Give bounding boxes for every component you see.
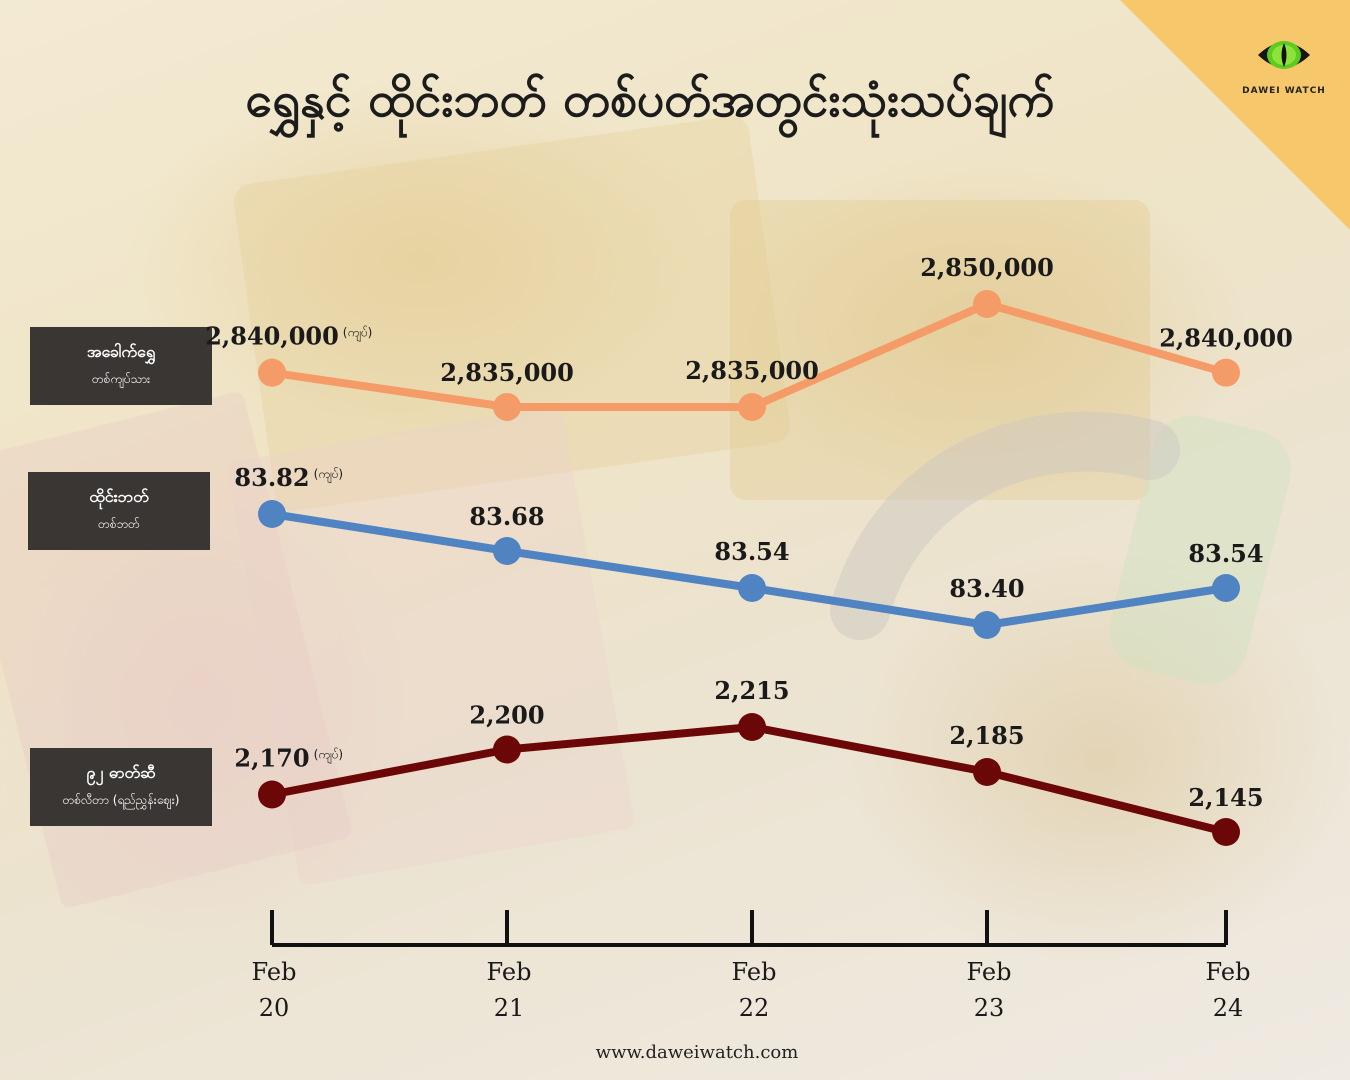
data-point-fuel <box>258 780 286 809</box>
unit-note: (ကျပ်) <box>314 747 343 765</box>
data-point-baht <box>973 611 1001 639</box>
data-label-baht: 83.54 <box>714 537 789 566</box>
x-tick-label-month: Feb <box>732 958 777 986</box>
data-label-baht: 83.68 <box>469 502 544 531</box>
legend-fuel-name: ၉၂ ဓာတ်ဆီ <box>86 763 156 782</box>
x-tick-label-day: 20 <box>259 994 290 1022</box>
cat-eye-icon <box>1258 41 1310 69</box>
data-point-fuel <box>493 735 521 764</box>
data-label-gold: 2,840,000 <box>1159 324 1293 353</box>
data-point-fuel <box>738 713 766 741</box>
x-tick-label-day: 21 <box>494 994 525 1022</box>
data-point-baht <box>738 574 766 602</box>
data-label-fuel: 2,170 <box>234 744 309 773</box>
series-line-fuel <box>271 723 1227 836</box>
x-tick-label-month: Feb <box>1206 958 1251 986</box>
legend-gold-name: အခေါက်ရွှေ <box>86 342 156 361</box>
legend-baht: ထိုင်းဘတ် တစ်ဘတ် <box>28 472 210 550</box>
logo: DAWEI WATCH <box>1238 36 1330 96</box>
data-label-gold: 2,840,000 <box>205 322 339 351</box>
data-label-baht: 83.82 <box>234 463 309 492</box>
legend-fuel-unit: တစ်လီတာ (ရည်ညွှန်းဈေး) <box>62 793 180 807</box>
x-tick-label-month: Feb <box>252 958 297 986</box>
data-point-fuel <box>973 758 1001 786</box>
x-tick-label-day: 23 <box>974 994 1005 1022</box>
data-point-gold <box>493 393 521 421</box>
page-title: ရွှေနှင့် ထိုင်းဘတ် တစ်ပတ်အတွင်းသုံးသပ်ခ… <box>245 72 1055 128</box>
data-label-baht: 83.40 <box>949 574 1024 603</box>
series-baht: 83.82 (ကျပ်) 83.68 83.54 83.40 83.54 <box>234 463 1264 639</box>
data-point-baht <box>493 537 521 565</box>
data-label-gold: 2,850,000 <box>920 253 1054 282</box>
x-tick-label-month: Feb <box>487 958 532 986</box>
legend-fuel: ၉၂ ဓာတ်ဆီ တစ်လီတာ (ရည်ညွှန်းဈေး) <box>30 748 212 826</box>
data-label-gold: 2,835,000 <box>440 358 574 387</box>
data-label-gold: 2,835,000 <box>685 356 819 385</box>
data-point-fuel <box>1212 818 1240 846</box>
series-fuel: 2,170 (ကျပ်) 2,200 2,215 2,185 2,145 <box>234 676 1264 846</box>
data-point-baht <box>1212 574 1240 602</box>
x-axis: Feb 20 Feb 21 Feb 22 Feb 23 Feb 24 <box>252 910 1251 1022</box>
data-point-baht <box>258 500 286 528</box>
unit-note: (ကျပ်) <box>314 466 343 484</box>
data-label-fuel: 2,200 <box>469 701 544 730</box>
x-tick-label-day: 22 <box>739 994 770 1022</box>
legend-gold-unit: တစ်ကျပ်သား <box>91 372 151 386</box>
series-line-baht <box>271 510 1227 629</box>
x-tick-label-day: 24 <box>1213 994 1244 1022</box>
data-point-gold <box>973 290 1001 318</box>
x-tick-label-month: Feb <box>967 958 1012 986</box>
logo-text: DAWEI WATCH <box>1242 86 1326 96</box>
data-label-baht: 83.54 <box>1188 539 1263 568</box>
unit-note: (ကျပ်) <box>343 325 372 343</box>
data-label-fuel: 2,215 <box>714 676 789 705</box>
legend-baht-unit: တစ်ဘတ် <box>98 517 140 531</box>
series-gold: 2,840,000 (ကျပ်)2,835,000 2,835,0002,850,0… <box>205 253 1293 421</box>
data-point-gold <box>738 393 766 421</box>
data-label-fuel: 2,185 <box>949 721 1024 750</box>
footer-url: www.daweiwatch.com <box>595 1042 799 1063</box>
legend-gold: အခေါက်ရွှေ တစ်ကျပ်သား <box>30 327 212 405</box>
data-point-gold <box>258 358 286 387</box>
legend-baht-name: ထိုင်းဘတ် <box>89 487 149 506</box>
data-label-fuel: 2,145 <box>1188 783 1263 812</box>
data-point-gold <box>1212 358 1240 387</box>
